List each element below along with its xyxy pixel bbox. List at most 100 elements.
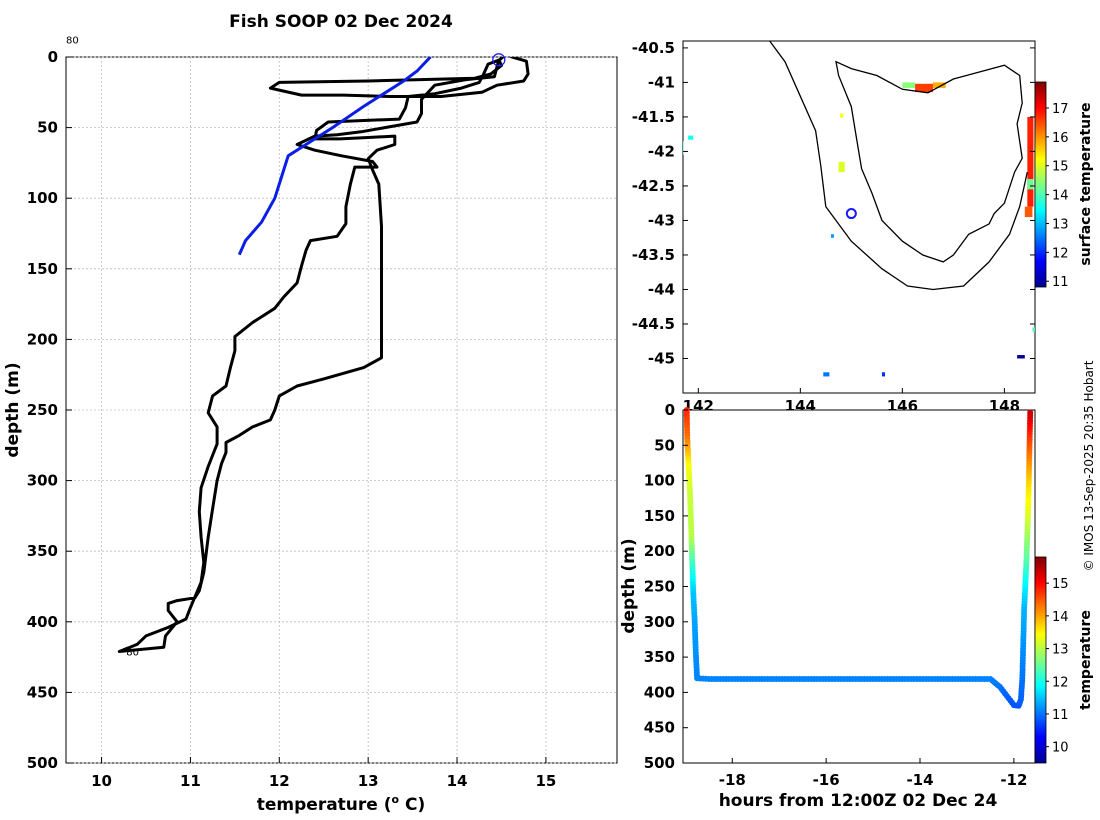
track-y-tick-label: 200: [644, 542, 675, 560]
track-colorbar: [1034, 556, 1047, 764]
profile-y-tick-label: 450: [27, 683, 58, 701]
sst-cell: [902, 82, 916, 88]
track-colorbar-ticks: 10 11 12 13 14 15: [1046, 577, 1069, 756]
track-y-tick-label: 450: [644, 719, 675, 737]
track-y-tick-label: 50: [654, 436, 675, 454]
profile-y-tick-label: 400: [27, 613, 58, 631]
sst-cell: [683, 141, 684, 155]
track-colorbar-tick-label: 14: [1052, 610, 1069, 625]
profile-series-group: [117, 57, 530, 653]
sst-colorbar-tick-label: 16: [1052, 131, 1069, 146]
track-x-ticks: -18 -16 -14 -12: [719, 758, 1027, 789]
sst-cell: [881, 372, 886, 377]
track-panel: 0 50 100 150 200 250 300 350 400 450 500 -18 -16 -14…: [619, 401, 1094, 811]
track-y-tick-label: 100: [644, 472, 675, 490]
profile-x-tick-label: 14: [447, 772, 468, 790]
profile-plot-area: [65, 56, 618, 764]
track-y-tick-label: 250: [644, 578, 675, 596]
sst-cell: [1024, 206, 1033, 217]
profile-y-tick-label: 300: [27, 472, 58, 490]
track-x-tick-label: -16: [813, 771, 840, 789]
coastline: [835, 60, 1023, 263]
sst-colorbar-ticks: 11 12 13 14 15 16 17: [1046, 102, 1069, 290]
track-y-tick-label: 300: [644, 613, 675, 631]
sst-cell: [1017, 355, 1025, 359]
profile-y-tick-label: 200: [27, 330, 58, 348]
track-y-tick-label: 400: [644, 683, 675, 701]
sst-cell: [1032, 327, 1035, 332]
sst-cell: [838, 161, 845, 173]
sst-cell: [1027, 116, 1034, 207]
sst-map-lat-tick-label: -44.5: [632, 315, 675, 333]
sst-map-lat-tick-label: -43: [648, 211, 675, 229]
profile-start-marker: [492, 53, 506, 67]
track-plot-area: [682, 409, 1036, 764]
sst-cell: [1027, 179, 1034, 190]
track-points-group: [683, 407, 1034, 709]
sst-colorbar-tick-label: 15: [1052, 160, 1069, 175]
profile-x-axis-label-text: temperature (: [257, 795, 392, 815]
profile-x-tick-label: 12: [269, 772, 290, 790]
shelf-contour: [769, 41, 1028, 291]
profile-x-ticks: 10 11 12 13 14 15: [91, 757, 556, 790]
sst-map-lat-tick-label: -41: [648, 73, 675, 91]
track-y-ticks: 0 50 100 150 200 250 300 350 400 450 500: [644, 401, 688, 772]
profile-title: Fish SOOP 02 Dec 2024: [229, 12, 453, 32]
sst-map-lat-ticks: -40.5 -41 -41.5 -42 -42.5 -43 -43.5 -44 -44.5 -45: [632, 39, 1035, 367]
profile-annotation: 80: [66, 35, 79, 46]
sst-colorbar-tick-label: 11: [1052, 275, 1069, 290]
profile-y-tick-label: 350: [27, 542, 58, 560]
track-colorbar-tick-label: 15: [1052, 577, 1069, 592]
track-y-tick-label: 350: [644, 648, 675, 666]
sst-map-lat-tick-label: -42.5: [632, 177, 675, 195]
sst-map-lat-tick-label: -44: [648, 280, 675, 298]
sst-colorbar-tick-label: 12: [1052, 246, 1069, 261]
profile-y-tick-label: 150: [27, 260, 58, 278]
profile-y-tick-label: 100: [27, 189, 58, 207]
sst-map-panel: -40.5 -41 -41.5 -42 -42.5 -43 -43.5 -44 -44.5 -45…: [632, 39, 1094, 415]
profile-grid: [66, 56, 617, 764]
track-colorbar-label: temperature: [1078, 610, 1094, 710]
sst-cell: [915, 83, 933, 93]
profile-x-axis-label-unit: C): [399, 795, 425, 815]
credit-text: © IMOS 13-Sep-2025 20:35 Hobart: [1082, 360, 1096, 571]
sst-map-plot-area: [682, 40, 1036, 394]
sst-map-lat-tick-label: -42: [648, 142, 675, 160]
track-x-tick-label: -18: [719, 771, 746, 789]
track-y-tick-label: 0: [665, 401, 675, 419]
sst-cell: [840, 113, 844, 118]
track-colorbar-tick-label: 13: [1052, 643, 1069, 658]
profile-y-ticks: 0 50 100 150 200 250 300 350 400 450 500: [27, 48, 72, 772]
profile-x-tick-label: 10: [91, 772, 112, 790]
station-marker: [845, 208, 857, 220]
sst-colorbar-tick-label: 13: [1052, 217, 1069, 232]
profile-x-tick-label: 11: [180, 772, 201, 790]
sst-colorbar-tick-label: 14: [1052, 189, 1069, 204]
profile-x-tick-label: 15: [535, 772, 556, 790]
profile-y-tick-label: 250: [27, 401, 58, 419]
sst-map-lat-tick-label: -40.5: [632, 39, 675, 57]
profile-y-tick-label: 500: [27, 754, 58, 772]
sst-cells-group: [683, 82, 1035, 377]
track-x-tick-label: -14: [906, 771, 933, 789]
profile-line-profile: [117, 57, 530, 653]
sst-map-lat-tick-label: -43.5: [632, 246, 675, 264]
profile-y-tick-label: 50: [37, 119, 58, 137]
sst-cell: [932, 82, 946, 88]
profile-panel: Fish SOOP 02 Dec 2024 10 11 12 13 14 15 0 50 10…: [3, 12, 618, 815]
track-colorbar-tick-label: 12: [1052, 675, 1069, 690]
profile-x-axis-label-degree: o: [392, 793, 400, 806]
profile-line-climatology: [237, 57, 432, 256]
track-y-axis-label: depth (m): [619, 538, 639, 633]
sst-cell: [688, 135, 694, 140]
track-point: [1027, 409, 1034, 416]
track-x-tick-label: -12: [1000, 771, 1027, 789]
sst-map-lat-tick-label: -41.5: [632, 108, 675, 126]
sst-colorbar: [1034, 81, 1047, 288]
track-colorbar-tick-label: 11: [1052, 708, 1069, 723]
profile-x-tick-label: 13: [358, 772, 379, 790]
profile-y-tick-label: 0: [48, 48, 58, 66]
sst-cell: [830, 234, 834, 238]
track-y-tick-label: 150: [644, 507, 675, 525]
